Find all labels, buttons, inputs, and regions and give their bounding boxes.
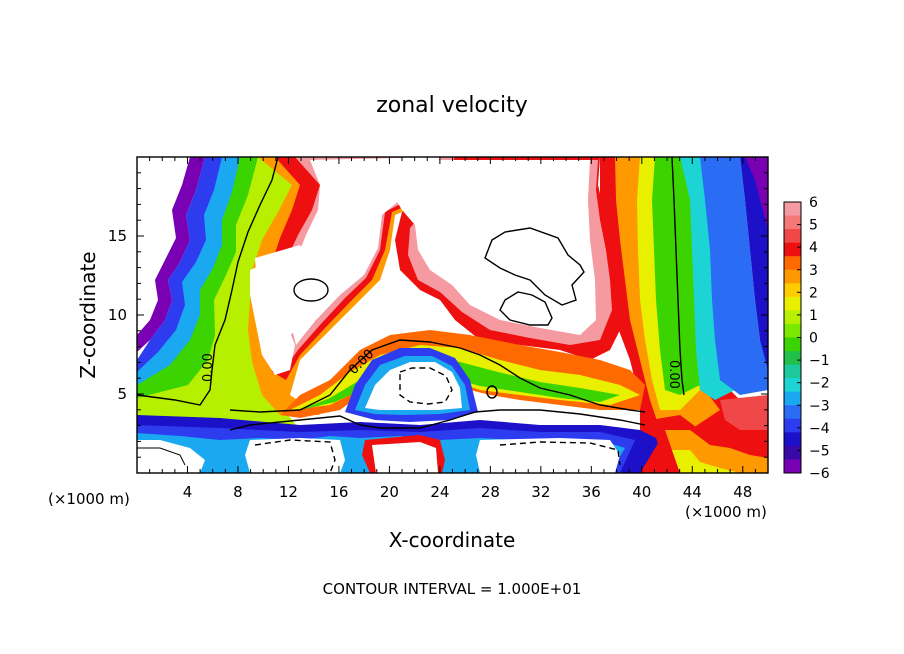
x-tick-label: 8 [233, 483, 243, 501]
colorbar: 6 5 4 3 2 1 0 −1 −2 −3 −4 −5 −6 [783, 195, 830, 482]
colorbar-tick-label: 0 [809, 331, 818, 347]
colorbar-tick-label: 3 [809, 263, 818, 279]
x-axis: 4 8 12 16 20 24 28 32 36 40 44 48 [149, 157, 756, 501]
colorbar-swatch [784, 283, 801, 298]
colorbar-tick-label: 4 [809, 240, 818, 256]
x-tick-label: 44 [683, 483, 702, 501]
colorbar-tick-label: 1 [809, 308, 818, 324]
y-axis-label: Z-coordinate [76, 251, 100, 378]
x-tick-label: 28 [481, 483, 500, 501]
colorbar-tick-label: −1 [809, 353, 830, 369]
colorbar-swatch [784, 256, 801, 271]
x-unit-left: (×1000 m) [48, 490, 130, 508]
x-axis-label: X-coordinate [389, 528, 516, 552]
colorbar-swatch [784, 229, 801, 244]
colorbar-swatch [784, 202, 801, 217]
colorbar-swatch [784, 405, 801, 420]
colorbar-swatch [784, 323, 801, 338]
colorbar-tick-label: 5 [809, 218, 818, 234]
colorbar-swatch [784, 215, 801, 230]
contour-interval-note: CONTOUR INTERVAL = 1.000E+01 [323, 580, 582, 598]
contour-field [137, 157, 768, 473]
x-tick-label: 12 [279, 483, 298, 501]
x-tick-label: 48 [733, 483, 752, 501]
colorbar-swatch [784, 459, 801, 474]
contour-label: 0.00 [201, 353, 216, 382]
colorbar-swatch [784, 445, 801, 460]
colorbar-swatch [784, 378, 801, 393]
contour-label: 0.00 [666, 360, 681, 389]
x-tick-label: 36 [582, 483, 601, 501]
colorbar-tick-label: 2 [809, 285, 818, 301]
colorbar-swatch [784, 418, 801, 433]
chart-title: zonal velocity [376, 93, 528, 118]
y-tick-label: 10 [108, 306, 127, 324]
colorbar-tick-label: −5 [809, 443, 830, 459]
colorbar-tick-label: −4 [809, 421, 830, 437]
x-tick-label: 32 [531, 483, 550, 501]
colorbar-swatch [784, 337, 801, 352]
colorbar-swatch [784, 432, 801, 447]
colorbar-tick-label: −2 [809, 376, 830, 392]
x-unit-right: (×1000 m) [685, 503, 767, 521]
x-tick-label: 24 [430, 483, 449, 501]
x-tick-label: 16 [329, 483, 348, 501]
colorbar-swatch [784, 364, 801, 379]
colorbar-tick-label: 6 [809, 195, 818, 211]
x-tick-label: 20 [380, 483, 399, 501]
colorbar-swatch [784, 391, 801, 406]
contour-lines [137, 157, 685, 473]
y-tick-label: 5 [117, 385, 127, 403]
colorbar-swatch [784, 296, 801, 311]
colorbar-tick-label: −6 [809, 466, 830, 482]
colorbar-swatch [784, 351, 801, 366]
colorbar-tick-label: −3 [809, 398, 830, 414]
colorbar-swatch [784, 242, 801, 257]
y-tick-label: 15 [108, 227, 127, 245]
x-tick-label: 4 [183, 483, 193, 501]
colorbar-swatch [784, 310, 801, 325]
x-tick-label: 40 [632, 483, 651, 501]
y-axis: 5 10 15 [108, 172, 768, 458]
colorbar-swatch [784, 269, 801, 284]
